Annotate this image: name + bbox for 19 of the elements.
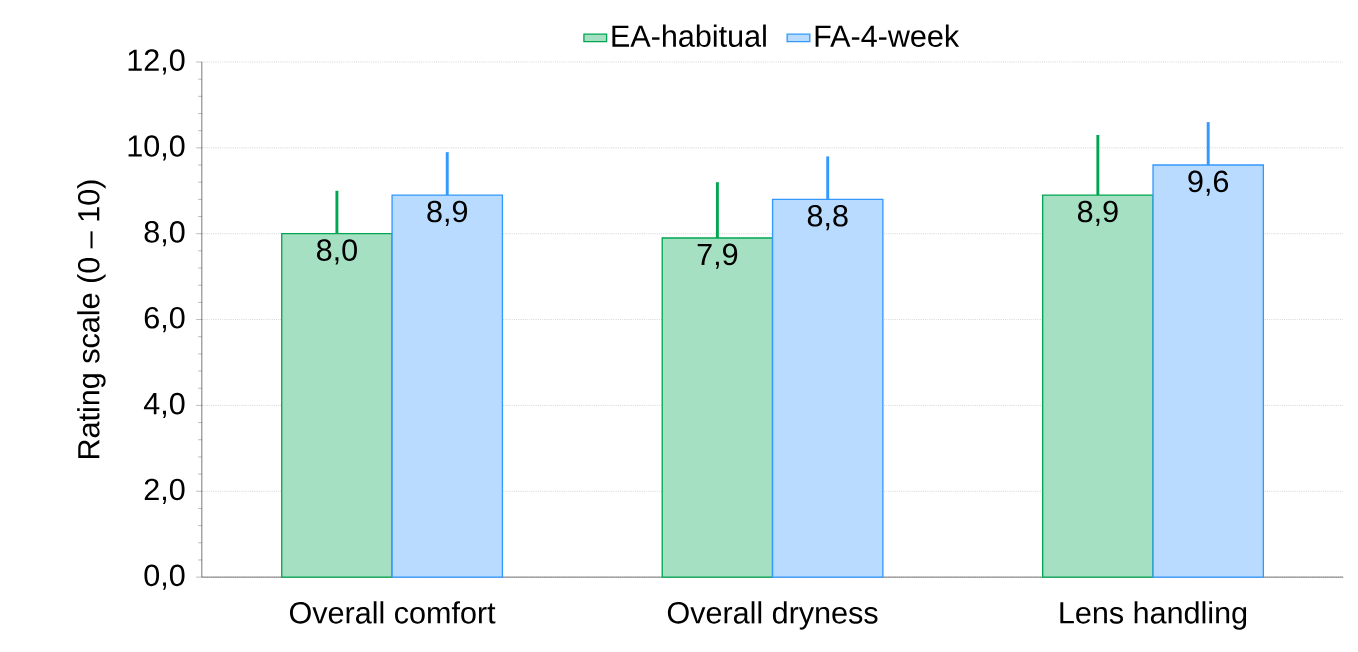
x-tick-label: Overall dryness [667,601,878,630]
y-tick-label: 12,0 [128,49,185,75]
data-label: 8,9 [1077,200,1118,226]
y-tick-label: 8,0 [144,221,185,247]
y-tick-label: 0,0 [144,564,185,590]
x-tick-label: Overall comfort [289,601,496,624]
legend-label: FA-4-week [815,24,960,47]
data-label: 9,6 [1188,170,1229,196]
y-axis-title: Rating scale (0 – 10) [77,180,106,459]
y-tick-label: 4,0 [143,392,185,419]
y-tick-label: 6,0 [144,306,185,333]
data-label: 7,9 [697,243,738,269]
y-tick-label: 2,0 [144,478,185,504]
legend-label: EA-habitual [612,24,766,47]
data-label: 8,9 [427,200,468,226]
y-tick-label: 10,0 [128,135,185,161]
data-label: 8,0 [317,239,357,265]
x-tick-label: Lens handling [1060,601,1247,630]
data-label: 8,8 [807,204,848,231]
